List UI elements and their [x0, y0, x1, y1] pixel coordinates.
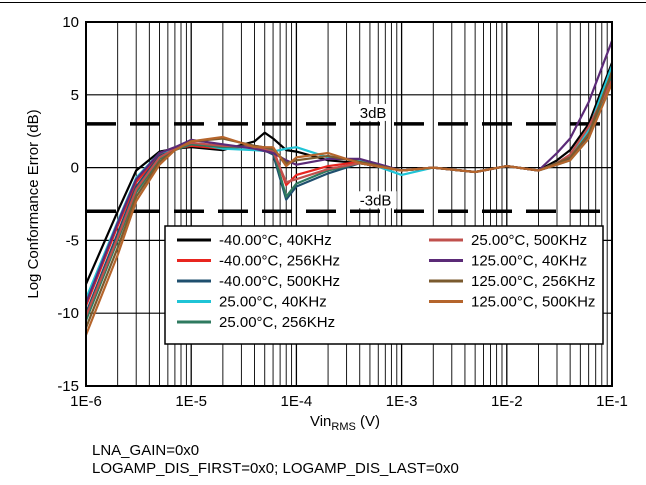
y-axis-label: Log Conformance Error (dB): [25, 109, 42, 298]
legend-label: -40.00°C, 256KHz: [219, 253, 340, 270]
x-tick-labels: 1E-6 1E-5 1E-4 1E-3 1E-2 1E-1: [70, 393, 628, 410]
reference-label-bg: [356, 191, 397, 209]
legend-label: 25.00°C, 40KHz: [219, 294, 327, 311]
plot-frame: [85, 21, 613, 387]
reference-label: 3dB: [360, 105, 387, 122]
legend-label: 125.00°C, 256KHz: [471, 273, 595, 290]
x-axis-label-sub: RMS: [331, 421, 355, 433]
y-tick-label: 10: [62, 14, 79, 31]
x-tick-label: 1E-2: [491, 393, 523, 410]
x-tick-label: 1E-3: [386, 393, 418, 410]
top-rule: [0, 2, 646, 3]
x-tick-label: 1E-5: [175, 393, 207, 410]
chart: 3dB -3dB 1E-6 1E-5 1E-4 1E-3 1E-2 1E-1 10 5 0 -5 -…: [25, 14, 628, 433]
x-axis-label-main: Vin: [310, 413, 331, 430]
series-line: [84, 82, 614, 336]
y-tick-labels: 10 5 0 -5 -10 -15: [57, 14, 79, 395]
legend-label: 25.00°C, 500KHz: [471, 232, 587, 249]
legend-label: -40.00°C, 500KHz: [219, 273, 340, 290]
reference-label: -3dB: [360, 192, 392, 209]
legend-label: 125.00°C, 500KHz: [471, 294, 595, 311]
series-group: [84, 40, 614, 336]
y-tick-label: -5: [66, 232, 79, 249]
legend-label: -40.00°C, 40KHz: [219, 232, 332, 249]
legend-label: 25.00°C, 256KHz: [219, 314, 335, 331]
x-tick-label: 1E-4: [281, 393, 313, 410]
reference-lines: 3dB -3dB: [86, 103, 612, 214]
y-tick-label: 5: [71, 87, 79, 104]
legend-box: [164, 225, 604, 345]
reference-label-bg: [356, 103, 388, 121]
legend: -40.00°C, 40KHz -40.00°C, 256KHz -40.00°C,…: [164, 225, 604, 345]
legend-label: 125.00°C, 40KHz: [471, 253, 587, 270]
x-axis-label-unit: (V): [356, 413, 380, 430]
x-tick-label: 1E-6: [70, 393, 102, 410]
series-line: [84, 40, 614, 304]
y-tick-label: -15: [57, 378, 79, 395]
footnote-line-2: LOGAMP_DIS_FIRST=0x0; LOGAMP_DIS_LAST=0x…: [92, 460, 459, 477]
x-axis-label: VinRMS (V): [310, 413, 380, 433]
x-tick-label: 1E-1: [596, 393, 628, 410]
y-tick-label: 0: [71, 160, 79, 177]
y-tick-label: -10: [57, 305, 79, 322]
footnote-line-1: LNA_GAIN=0x0: [92, 442, 200, 459]
